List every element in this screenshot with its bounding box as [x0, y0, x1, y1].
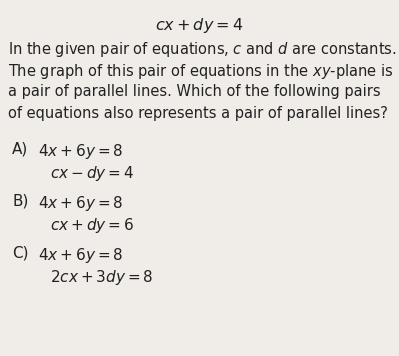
- Text: $2cx + 3dy = 8$: $2cx + 3dy = 8$: [50, 268, 154, 287]
- Text: $cx + dy = 4$: $cx + dy = 4$: [155, 16, 243, 35]
- Text: of equations also represents a pair of parallel lines?: of equations also represents a pair of p…: [8, 106, 388, 121]
- Text: B): B): [12, 194, 28, 209]
- Text: $4x + 6y = 8$: $4x + 6y = 8$: [38, 142, 123, 161]
- Text: C): C): [12, 246, 28, 261]
- Text: a pair of parallel lines. Which of the following pairs: a pair of parallel lines. Which of the f…: [8, 84, 381, 99]
- Text: The graph of this pair of equations in the $xy$-plane is: The graph of this pair of equations in t…: [8, 62, 393, 81]
- Text: $cx - dy = 4$: $cx - dy = 4$: [50, 164, 134, 183]
- Text: In the given pair of equations, $c$ and $d$ are constants.: In the given pair of equations, $c$ and …: [8, 40, 397, 59]
- Text: $4x + 6y = 8$: $4x + 6y = 8$: [38, 246, 123, 265]
- Text: A): A): [12, 142, 28, 157]
- Text: $cx + dy = 6$: $cx + dy = 6$: [50, 216, 134, 235]
- Text: $4x + 6y = 8$: $4x + 6y = 8$: [38, 194, 123, 213]
